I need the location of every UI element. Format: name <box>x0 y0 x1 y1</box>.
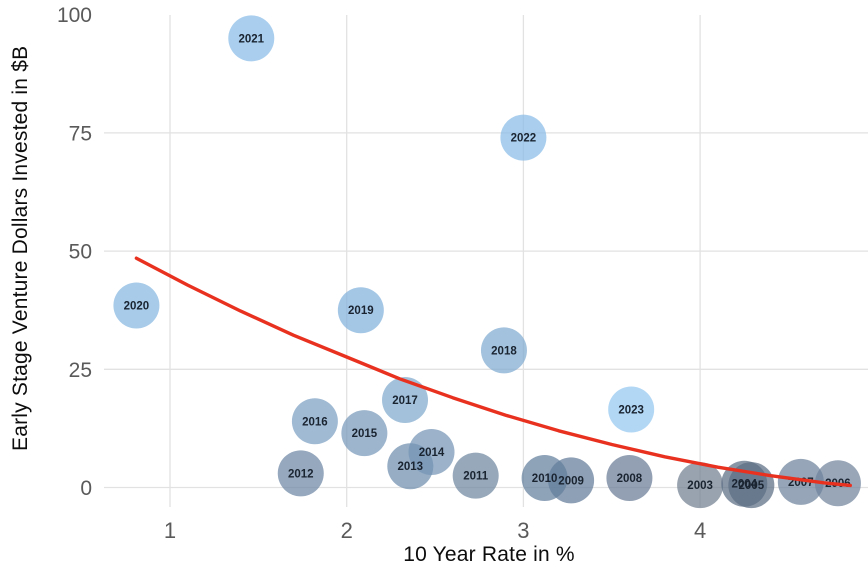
bubble-year-label: 2008 <box>617 473 643 485</box>
data-bubble-2017 <box>382 377 429 424</box>
data-bubble-2020 <box>113 282 160 329</box>
x-tick-label: 1 <box>164 518 176 543</box>
bubble-year-label: 2014 <box>419 447 445 459</box>
bubble-year-label: 2023 <box>618 404 644 416</box>
x-tick-label: 2 <box>341 518 353 543</box>
bubble-year-label: 2004 <box>731 479 757 491</box>
bubble-year-label: 2022 <box>511 133 537 145</box>
data-bubble-2023 <box>608 386 655 433</box>
y-tick-label: 75 <box>69 122 92 145</box>
data-bubble-2021 <box>228 15 275 62</box>
data-bubble-2012 <box>277 450 324 497</box>
bubble-year-label: 2012 <box>288 468 314 480</box>
data-bubble-2018 <box>480 327 527 374</box>
y-axis-title: Early Stage Venture Dollars Invested in … <box>9 45 32 451</box>
bubble-year-label: 2005 <box>739 480 765 492</box>
x-axis-title: 10 Year Rate in % <box>403 543 575 566</box>
x-tick-label: 4 <box>694 518 706 543</box>
bubble-year-label: 2010 <box>532 473 558 485</box>
y-tick-label: 50 <box>69 241 92 264</box>
data-bubble-2007 <box>777 458 824 505</box>
bubble-year-label: 2003 <box>687 480 713 492</box>
trend-line <box>134 256 852 488</box>
bubble-year-label: 2020 <box>124 300 150 312</box>
bubble-year-label: 2011 <box>463 471 489 483</box>
y-tick-label: 0 <box>80 477 92 500</box>
bubble-year-label: 2009 <box>558 475 584 487</box>
bubble-year-label: 2018 <box>491 345 517 357</box>
data-bubble-2016 <box>291 398 338 445</box>
y-tick-label: 25 <box>69 359 92 382</box>
y-tick-label: 100 <box>57 4 92 27</box>
bubble-year-label: 2016 <box>302 416 328 428</box>
bubble-year-label: 2015 <box>352 428 378 440</box>
data-bubble-2003 <box>677 462 724 509</box>
bubble-year-label: 2019 <box>348 305 374 317</box>
data-bubble-2014 <box>408 429 455 476</box>
bubble-year-label: 2021 <box>238 33 264 45</box>
data-bubble-2011 <box>452 452 499 499</box>
data-bubble-2015 <box>341 410 388 457</box>
data-bubble-2019 <box>337 287 384 334</box>
data-bubble-2010 <box>521 455 568 502</box>
data-bubble-2008 <box>606 455 653 502</box>
data-bubble-2022 <box>500 114 547 161</box>
bubble-year-label: 2013 <box>398 461 424 473</box>
bubble-year-label: 2017 <box>392 395 418 407</box>
x-tick-label: 3 <box>517 518 529 543</box>
